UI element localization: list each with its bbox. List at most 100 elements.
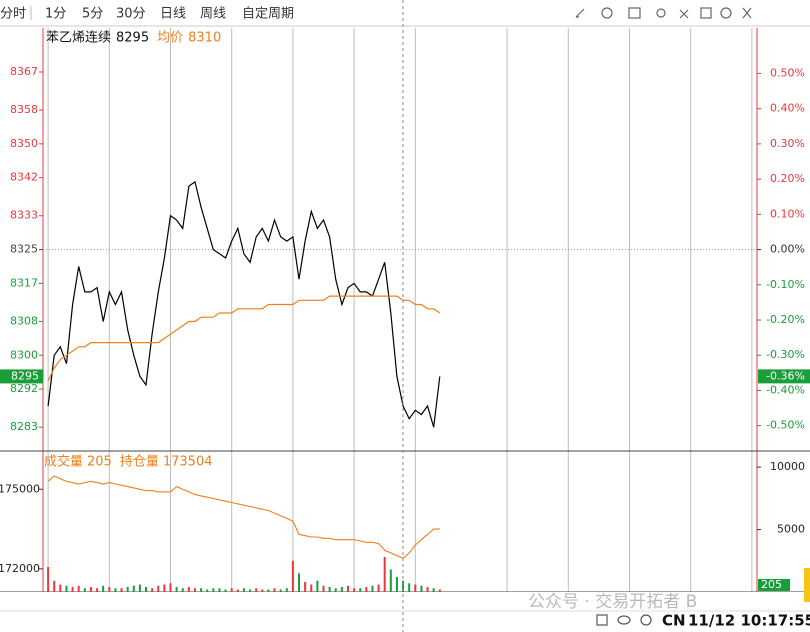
icon-eye xyxy=(601,7,613,19)
period-tab[interactable]: 周线 xyxy=(200,7,226,22)
period-tab[interactable]: 5分 xyxy=(82,7,103,22)
volume-bar xyxy=(408,583,411,592)
y2-tick-label: 0.30% xyxy=(770,137,805,150)
y-tick-label: 8300 xyxy=(10,348,38,361)
average-line xyxy=(47,295,441,381)
volume-bar xyxy=(346,585,349,592)
volume-bar xyxy=(83,588,86,592)
y-tick-label: 8333 xyxy=(10,209,38,222)
last-volume-box xyxy=(758,579,790,591)
volume-bar xyxy=(89,587,92,592)
volume-bar xyxy=(402,580,405,592)
y2-tick-label: -0.10% xyxy=(766,278,805,291)
volume-bar xyxy=(359,588,362,592)
legend-avg: 均价 xyxy=(157,31,183,46)
volume-bar xyxy=(65,585,68,592)
datetime: 11/12 10:17:55 xyxy=(688,612,810,630)
icon-grid xyxy=(700,7,712,19)
last-price-label: 8295 xyxy=(11,369,39,382)
legend-avg-value: 8310 xyxy=(188,31,221,46)
volume-bar xyxy=(114,588,117,592)
y2-tick-label: -0.50% xyxy=(766,419,805,432)
volume-bar xyxy=(145,587,148,592)
period-tab[interactable]: 日线 xyxy=(160,7,186,22)
legend-oi-value: 173504 xyxy=(163,455,213,470)
y2-tick-label: -0.40% xyxy=(766,383,805,396)
icon-window xyxy=(628,7,641,19)
volume-bar xyxy=(316,580,319,592)
y2-tick-label: 0.20% xyxy=(770,172,805,185)
y2-tick-label: 175000 xyxy=(0,482,40,495)
last-pct-box xyxy=(758,369,810,384)
volume-bar xyxy=(426,587,429,592)
period-tab[interactable]: 分时 xyxy=(0,7,26,22)
volume-bar xyxy=(273,588,276,592)
volume-bar xyxy=(438,589,441,592)
volume-bar xyxy=(432,588,435,592)
volume-bar xyxy=(218,588,221,592)
volume-bar xyxy=(230,588,233,592)
volume-bar xyxy=(132,585,135,592)
period-tab[interactable]: 1分 xyxy=(45,7,66,22)
volume-bar xyxy=(279,589,282,592)
volume-bar xyxy=(383,557,386,592)
status-icons xyxy=(596,614,652,626)
volume-bar xyxy=(249,589,252,592)
volume-bar xyxy=(365,587,368,592)
volume-bar xyxy=(47,567,50,592)
icon-pen xyxy=(575,8,585,18)
price-line xyxy=(47,180,441,428)
last-volume-label: 205 xyxy=(761,578,782,591)
icon-cross xyxy=(679,9,689,19)
volume-bar xyxy=(298,573,301,592)
legend-oi: 持仓量 xyxy=(120,455,159,470)
volume-bar xyxy=(126,587,129,592)
volume-bar xyxy=(224,589,227,592)
legend-volume-value: 205 xyxy=(87,455,112,470)
last-pct-label: -0.36% xyxy=(766,369,805,382)
volume-bar xyxy=(102,585,105,592)
volume-bar xyxy=(181,588,184,592)
icon-refresh xyxy=(640,614,652,626)
volume-bar xyxy=(59,584,62,592)
y-tick-label: 8292 xyxy=(10,382,38,395)
volume-bar xyxy=(267,589,270,592)
volume-bar xyxy=(206,589,209,592)
volume-bar xyxy=(395,577,398,592)
volume-bar xyxy=(389,569,392,592)
volume-bar xyxy=(212,588,215,592)
volume-bar xyxy=(261,589,264,592)
y-tick-label: 8367 xyxy=(10,65,38,78)
volume-bar xyxy=(291,560,294,592)
volume-bar xyxy=(420,585,423,592)
volume-bar xyxy=(169,583,172,592)
volume-bar xyxy=(120,588,123,592)
icon-settings xyxy=(720,7,732,19)
icon-close xyxy=(742,7,752,19)
toolbar-icons xyxy=(575,7,752,19)
volume-bar xyxy=(340,587,343,592)
y2-tick-label: 0.00% xyxy=(770,243,805,256)
volume-bar xyxy=(328,587,331,592)
y-tick-label: 8283 xyxy=(10,420,38,433)
legend-price: 苯乙烯连续 xyxy=(46,30,111,46)
y-tick-label: 5000 xyxy=(777,523,805,536)
volume-bar xyxy=(96,588,99,592)
volume-bar xyxy=(187,587,190,592)
volume-bar xyxy=(377,584,380,592)
last-price-box xyxy=(0,369,43,384)
volume-bar xyxy=(371,585,374,592)
period-tab[interactable]: 自定周期 xyxy=(242,7,294,22)
y-tick-label: 10000 xyxy=(770,460,805,473)
volume-bar xyxy=(175,587,178,592)
volume-bar xyxy=(310,584,313,592)
volume-bar xyxy=(151,588,154,592)
period-tab[interactable]: 30分 xyxy=(116,7,146,22)
y-tick-label: 8308 xyxy=(10,314,38,327)
volume-bar xyxy=(71,587,74,592)
legend-price-value: 8295 xyxy=(116,31,149,46)
